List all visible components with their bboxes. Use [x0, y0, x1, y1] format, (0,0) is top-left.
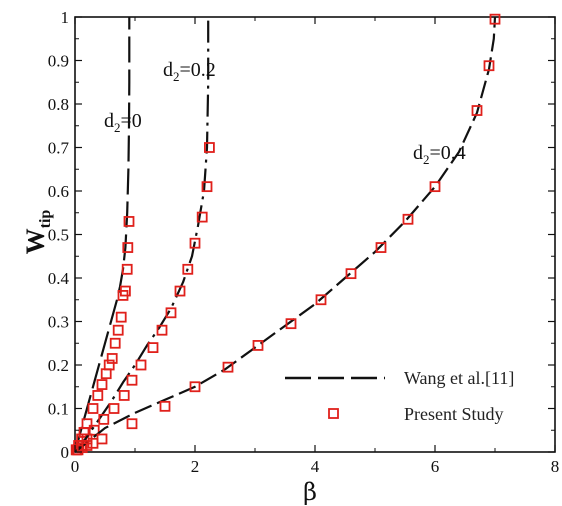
y-tick-label: 0.9 [48, 52, 69, 71]
data-marker [165, 307, 177, 319]
data-marker [174, 285, 186, 297]
legend-label-wang: Wang et al.[11] [404, 368, 514, 388]
data-marker [189, 381, 201, 393]
data-marker [123, 216, 135, 227]
data-marker [106, 353, 118, 364]
series-layer [70, 13, 501, 456]
x-tick-label: 8 [551, 457, 560, 476]
y-tick-label: 0.6 [48, 182, 69, 201]
data-marker [87, 403, 99, 414]
data-marker [345, 268, 357, 280]
data-marker [315, 294, 327, 306]
legend: Wang et al.[11] Present Study [285, 368, 514, 424]
data-marker [375, 242, 387, 253]
data-marker [96, 433, 108, 445]
data-marker [189, 237, 201, 249]
data-marker [252, 340, 264, 351]
y-tick-label: 0.4 [48, 269, 70, 288]
y-axis-label: Wtip [21, 210, 54, 255]
data-marker [120, 285, 131, 297]
ticks-layer: 0 2 4 6 8 0 0.1 0.2 0.3 0.4 0.5 0.6 0.7 0.8 0.9 1 [48, 8, 560, 476]
data-marker [483, 60, 495, 72]
data-marker [489, 13, 501, 25]
y-tick-label: 0.3 [48, 313, 69, 332]
y-tick-label: 0.1 [48, 400, 69, 419]
series-line-0 [73, 17, 131, 453]
data-marker [196, 211, 208, 223]
y-tick-label: 0 [61, 443, 70, 462]
curve-label-d2-0.4: d2=0.4 [413, 142, 466, 167]
data-marker [201, 181, 213, 193]
data-marker [118, 390, 130, 401]
data-marker [126, 418, 138, 430]
data-marker [108, 403, 120, 414]
legend-label-present: Present Study [404, 404, 504, 424]
data-marker [285, 318, 297, 330]
data-marker [92, 390, 104, 401]
data-marker [103, 359, 115, 371]
y-tick-label: 0.5 [48, 226, 69, 245]
y-tick-label: 1 [61, 8, 70, 27]
data-marker [182, 263, 194, 275]
data-marker [81, 418, 93, 430]
data-marker [88, 424, 100, 436]
x-tick-label: 2 [191, 457, 200, 476]
x-axis-label: β [303, 478, 317, 506]
data-marker [203, 142, 215, 153]
data-marker [159, 400, 171, 412]
data-marker [112, 324, 124, 336]
data-marker [156, 324, 168, 336]
y-tick-label: 0.8 [48, 95, 69, 114]
data-marker [147, 342, 159, 354]
y-tick-label: 0.7 [48, 139, 70, 158]
data-marker [109, 337, 121, 349]
data-marker [402, 213, 414, 225]
data-marker [135, 359, 147, 371]
data-marker [98, 413, 110, 425]
curve-label-d2-0.2: d2=0.2 [163, 59, 216, 84]
legend-marker-sample [328, 408, 339, 419]
data-marker [115, 311, 127, 323]
data-marker [100, 368, 112, 380]
series-line-1 [74, 17, 210, 453]
data-marker [122, 242, 134, 253]
x-tick-label: 0 [71, 457, 80, 476]
data-marker [96, 379, 108, 390]
data-marker [126, 374, 138, 386]
x-tick-label: 4 [311, 457, 320, 476]
data-marker [429, 181, 441, 193]
curve-label-d2-0: d2=0 [104, 110, 142, 135]
data-marker [81, 440, 93, 451]
y-tick-label: 0.2 [48, 356, 69, 375]
data-marker [222, 361, 234, 373]
x-tick-label: 6 [431, 457, 440, 476]
data-marker [471, 105, 483, 116]
data-marker [121, 263, 133, 275]
